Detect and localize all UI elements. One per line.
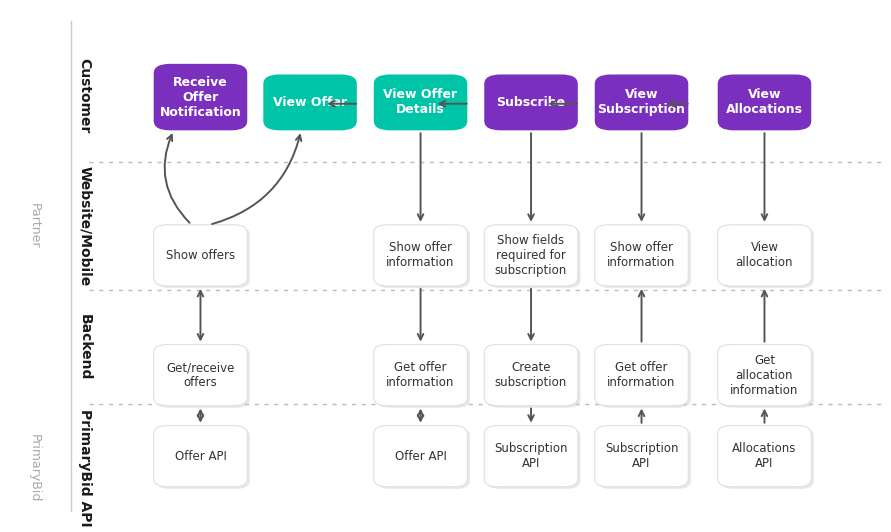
Text: Show offer
information: Show offer information: [387, 242, 454, 269]
FancyBboxPatch shape: [721, 227, 814, 288]
FancyBboxPatch shape: [485, 225, 578, 286]
FancyBboxPatch shape: [718, 74, 812, 130]
Text: Receive
Offer
Notification: Receive Offer Notification: [159, 76, 241, 119]
FancyBboxPatch shape: [374, 345, 468, 405]
FancyBboxPatch shape: [154, 345, 248, 405]
FancyBboxPatch shape: [154, 225, 248, 286]
FancyBboxPatch shape: [264, 74, 356, 130]
FancyBboxPatch shape: [485, 426, 578, 487]
FancyBboxPatch shape: [718, 225, 812, 286]
Text: View Offer: View Offer: [273, 96, 347, 109]
Text: View
allocation: View allocation: [736, 242, 793, 269]
Text: Website/Mobile: Website/Mobile: [78, 166, 92, 286]
Text: Subscription
API: Subscription API: [605, 442, 678, 470]
Text: Show fields
required for
subscription: Show fields required for subscription: [495, 234, 568, 277]
Text: PrimaryBid API: PrimaryBid API: [78, 409, 92, 527]
FancyBboxPatch shape: [154, 64, 248, 130]
FancyBboxPatch shape: [485, 345, 578, 405]
Text: Customer: Customer: [78, 58, 92, 134]
FancyBboxPatch shape: [485, 74, 578, 130]
Text: Create
subscription: Create subscription: [495, 361, 568, 389]
Text: Backend: Backend: [78, 314, 92, 380]
FancyBboxPatch shape: [157, 347, 250, 408]
Text: Subscribe: Subscribe: [496, 96, 566, 109]
FancyBboxPatch shape: [595, 225, 689, 286]
Text: Get/receive
offers: Get/receive offers: [167, 361, 234, 389]
FancyBboxPatch shape: [721, 347, 814, 408]
Text: Get
allocation
information: Get allocation information: [731, 354, 798, 396]
FancyBboxPatch shape: [374, 426, 468, 487]
FancyBboxPatch shape: [597, 347, 691, 408]
Text: Partner: Partner: [28, 203, 40, 249]
FancyBboxPatch shape: [486, 227, 581, 288]
FancyBboxPatch shape: [374, 74, 468, 130]
FancyBboxPatch shape: [721, 428, 814, 489]
Text: View
Subscription: View Subscription: [598, 88, 685, 117]
Text: Subscription
API: Subscription API: [495, 442, 568, 470]
Text: Show offers: Show offers: [166, 249, 235, 262]
FancyBboxPatch shape: [718, 345, 812, 405]
Text: Get offer
information: Get offer information: [387, 361, 454, 389]
Text: Offer API: Offer API: [395, 450, 446, 463]
FancyBboxPatch shape: [595, 74, 689, 130]
Text: View Offer
Details: View Offer Details: [383, 88, 458, 117]
FancyBboxPatch shape: [718, 426, 812, 487]
Text: Allocations
API: Allocations API: [732, 442, 797, 470]
FancyBboxPatch shape: [157, 428, 250, 489]
Text: Offer API: Offer API: [175, 450, 226, 463]
FancyBboxPatch shape: [154, 426, 248, 487]
FancyBboxPatch shape: [486, 347, 581, 408]
FancyBboxPatch shape: [377, 428, 470, 489]
Text: Show offer
information: Show offer information: [608, 242, 675, 269]
FancyBboxPatch shape: [157, 227, 250, 288]
FancyBboxPatch shape: [377, 227, 470, 288]
FancyBboxPatch shape: [597, 227, 691, 288]
Text: View
Allocations: View Allocations: [726, 88, 803, 117]
Text: PrimaryBid: PrimaryBid: [28, 434, 40, 502]
FancyBboxPatch shape: [595, 426, 689, 487]
FancyBboxPatch shape: [595, 345, 689, 405]
Text: Get offer
information: Get offer information: [608, 361, 675, 389]
FancyBboxPatch shape: [377, 347, 470, 408]
FancyBboxPatch shape: [486, 428, 581, 489]
FancyBboxPatch shape: [597, 428, 691, 489]
FancyBboxPatch shape: [374, 225, 468, 286]
